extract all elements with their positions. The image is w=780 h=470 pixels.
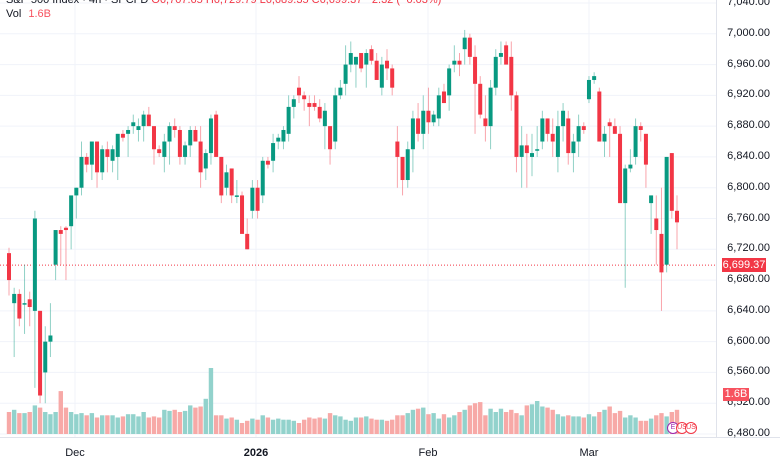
interval: 4h xyxy=(88,0,102,6)
time-axis-label: 2026 xyxy=(243,447,269,459)
price-axis-label: 6,560.00 xyxy=(727,365,770,378)
volume-legend[interactable]: Vol 1.6B xyxy=(6,8,51,20)
price-axis-label: 6,760.00 xyxy=(727,211,770,224)
price-change: −2.32 (−0.03%) xyxy=(365,0,442,6)
price-axis-label: 6,920.00 xyxy=(727,88,770,101)
ohlc-low: L6,689.35 xyxy=(259,0,309,6)
ohlc-high: H6,729.79 xyxy=(205,0,257,6)
ohlc-close: C6,699.37 xyxy=(311,0,363,6)
ohlc-open: O6,707.65 xyxy=(151,0,203,6)
time-axis-label: Mar xyxy=(579,447,599,459)
chart-legend: S&P 500 Index · 4h · SPCFD O6,707.65 H6,… xyxy=(6,0,441,6)
price-axis-label: 6,960.00 xyxy=(727,57,770,70)
volume-tag: 1.6B xyxy=(723,388,749,401)
symbol-name: S&P 500 Index xyxy=(6,0,80,6)
event-markers[interactable]: E US US xyxy=(667,422,697,436)
price-axis-label: 6,880.00 xyxy=(727,119,770,132)
volume-label: Vol xyxy=(6,8,22,20)
price-axis-label: 6,840.00 xyxy=(727,149,770,162)
time-axis-label: Dec xyxy=(65,447,85,459)
time-axis-label: Feb xyxy=(418,447,438,459)
volume-value: 1.6B xyxy=(28,8,51,20)
price-axis-label: 6,600.00 xyxy=(727,334,770,347)
price-axis-label: 6,680.00 xyxy=(727,273,770,286)
price-axis-label: 6,640.00 xyxy=(727,303,770,316)
price-axis-label: 6,800.00 xyxy=(727,180,770,193)
price-axis-label: 7,040.00 xyxy=(727,0,770,8)
last-price-tag: 6,699.37 xyxy=(722,258,766,272)
price-axis-label: 6,720.00 xyxy=(727,242,770,255)
price-axis-label: 6,480.00 xyxy=(727,427,770,439)
us-flag-icon[interactable]: US xyxy=(685,422,697,434)
exchange: SPCFD xyxy=(111,0,149,6)
price-axis-label: 7,000.00 xyxy=(727,26,770,39)
